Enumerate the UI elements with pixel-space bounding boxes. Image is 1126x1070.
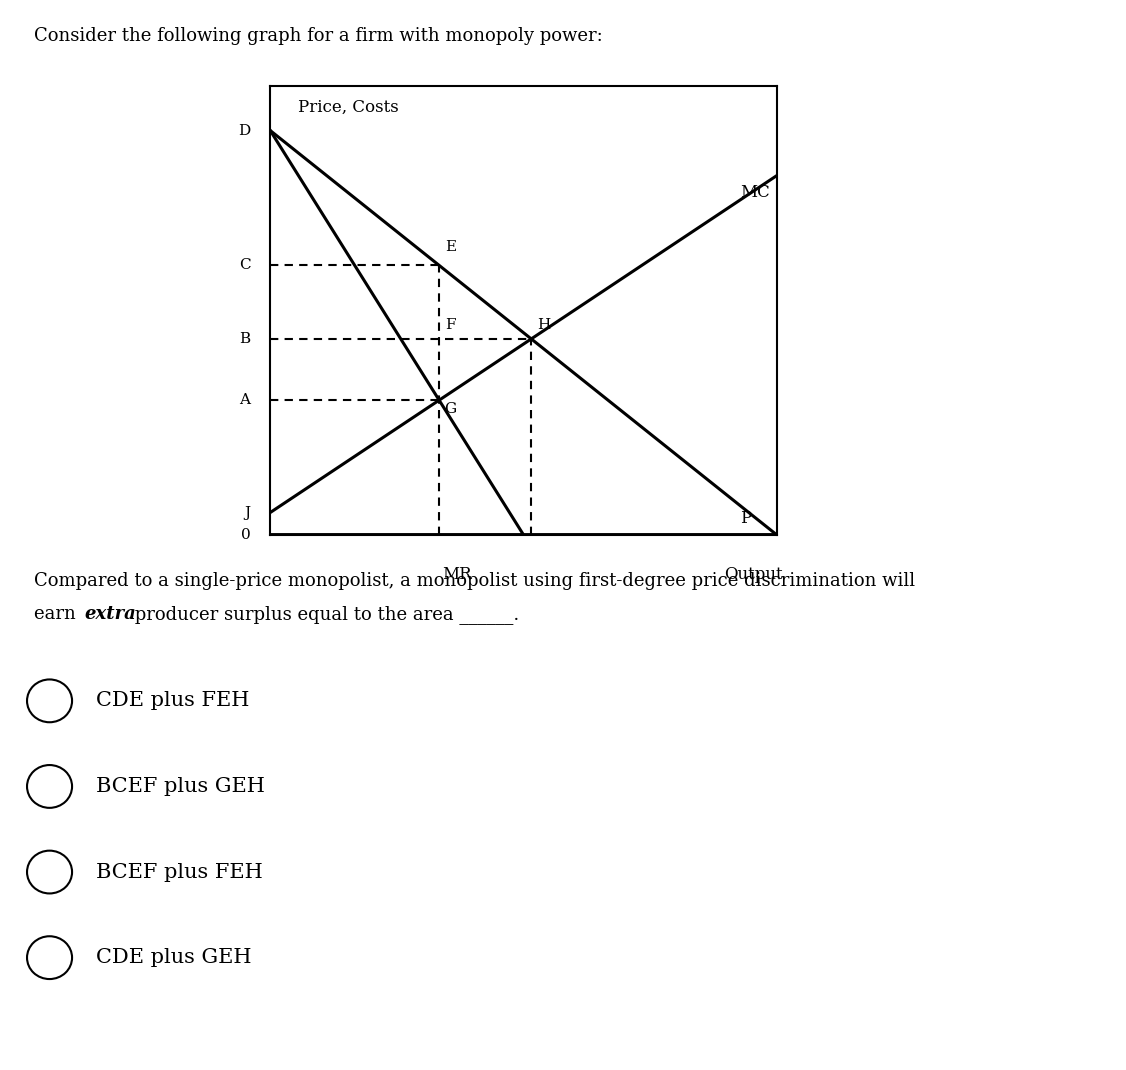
Text: B: B: [240, 332, 251, 346]
Text: D: D: [239, 123, 251, 138]
Text: MR: MR: [441, 566, 472, 583]
Text: H: H: [537, 318, 551, 332]
Text: E: E: [445, 240, 456, 254]
Text: G: G: [444, 402, 456, 416]
Text: CDE plus GEH: CDE plus GEH: [96, 948, 251, 967]
Text: C: C: [239, 258, 251, 273]
Text: BCEF plus GEH: BCEF plus GEH: [96, 777, 265, 796]
Text: Compared to a single-price monopolist, a monopolist using first-degree price dis: Compared to a single-price monopolist, a…: [34, 572, 915, 591]
Text: MC: MC: [741, 184, 770, 201]
Text: 0: 0: [241, 528, 251, 542]
Text: producer surplus equal to the area ______.: producer surplus equal to the area _____…: [129, 605, 520, 624]
Text: Output: Output: [724, 566, 783, 583]
Text: earn: earn: [34, 605, 81, 623]
Text: J: J: [244, 505, 251, 520]
Text: Price, Costs: Price, Costs: [298, 100, 399, 116]
Text: BCEF plus FEH: BCEF plus FEH: [96, 862, 262, 882]
Text: A: A: [240, 393, 251, 408]
Text: extra: extra: [84, 605, 136, 623]
Text: P: P: [741, 510, 751, 528]
Text: CDE plus FEH: CDE plus FEH: [96, 691, 249, 710]
Text: Consider the following graph for a firm with monopoly power:: Consider the following graph for a firm …: [34, 27, 602, 45]
Text: F: F: [445, 318, 455, 332]
